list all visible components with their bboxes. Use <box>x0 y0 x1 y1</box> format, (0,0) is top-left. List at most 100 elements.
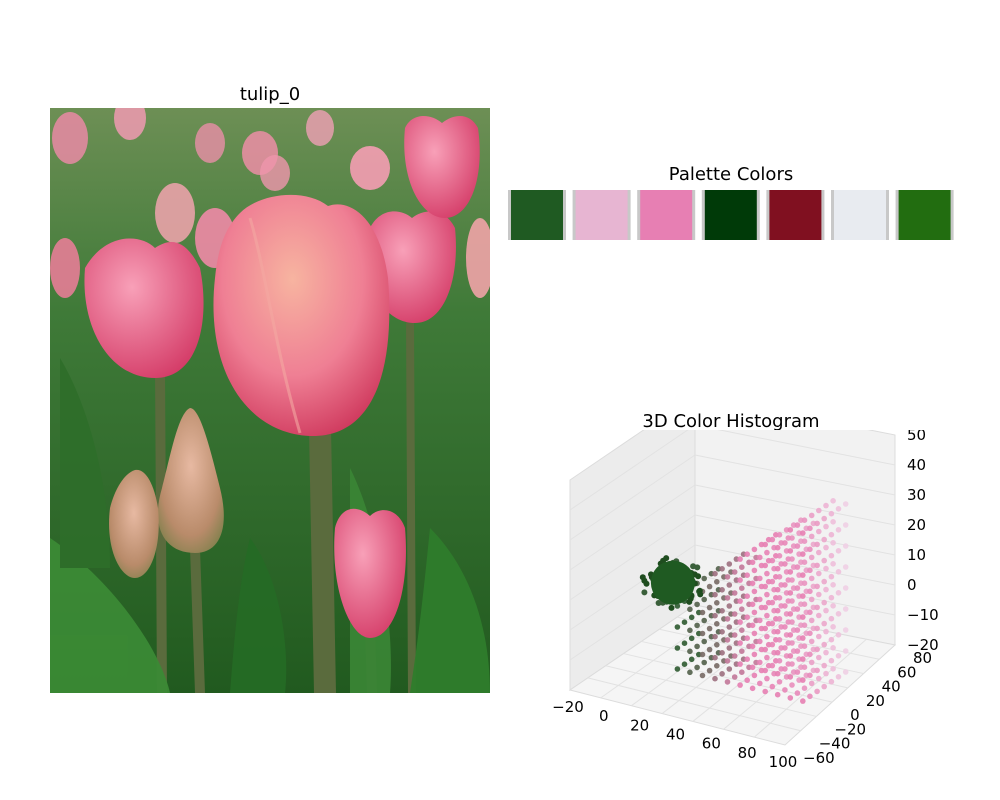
point <box>800 551 806 557</box>
point <box>770 642 776 648</box>
point <box>686 599 692 605</box>
point <box>744 572 750 578</box>
point <box>744 635 750 641</box>
point <box>830 540 836 546</box>
palette-swatch <box>705 190 757 240</box>
point <box>694 665 700 671</box>
point <box>789 661 795 667</box>
point <box>802 538 808 544</box>
point <box>727 666 733 672</box>
point <box>814 605 820 611</box>
point <box>757 555 763 561</box>
point <box>830 498 836 504</box>
point <box>737 640 743 646</box>
point <box>663 555 669 561</box>
point <box>814 521 820 527</box>
point <box>732 590 738 596</box>
point <box>719 587 725 593</box>
point <box>719 650 725 656</box>
point <box>795 669 801 675</box>
point <box>764 676 770 682</box>
point <box>687 607 693 613</box>
point <box>719 671 725 677</box>
point <box>675 624 681 630</box>
point <box>814 584 820 590</box>
palette-swatch <box>834 190 886 240</box>
z-tick-label: 0 <box>907 576 917 594</box>
point <box>714 579 720 585</box>
palette-swatch <box>769 190 821 240</box>
point <box>843 606 849 612</box>
point <box>809 555 815 561</box>
point <box>712 613 718 619</box>
point <box>843 522 849 528</box>
point <box>764 571 770 577</box>
point <box>802 643 808 649</box>
point <box>737 556 743 562</box>
point <box>739 606 745 612</box>
point <box>809 534 815 540</box>
point <box>816 613 822 619</box>
point <box>836 590 842 596</box>
point <box>788 590 794 596</box>
point <box>802 580 808 586</box>
point <box>770 663 776 669</box>
point <box>782 561 788 567</box>
point <box>800 698 806 704</box>
point <box>830 666 836 672</box>
point <box>782 687 788 693</box>
point <box>762 626 768 632</box>
point <box>739 564 745 570</box>
point <box>829 532 835 538</box>
point <box>757 660 763 666</box>
point <box>816 571 822 577</box>
x-tick-label: 20 <box>630 716 649 734</box>
point <box>744 677 750 683</box>
point <box>744 551 750 557</box>
point <box>732 569 738 575</box>
point <box>821 579 827 585</box>
point <box>788 548 794 554</box>
point <box>777 679 783 685</box>
point <box>727 582 733 588</box>
point <box>800 677 806 683</box>
point <box>732 611 738 617</box>
point <box>843 627 849 633</box>
point <box>701 597 707 603</box>
point <box>836 632 842 638</box>
point <box>762 563 768 569</box>
point <box>836 653 842 659</box>
point <box>802 622 808 628</box>
point <box>737 682 743 688</box>
point <box>800 635 806 641</box>
point <box>750 665 756 671</box>
point <box>788 695 794 701</box>
point <box>843 543 849 549</box>
point <box>829 637 835 643</box>
point <box>777 658 783 664</box>
point <box>821 516 827 522</box>
point <box>727 603 733 609</box>
point <box>800 656 806 662</box>
point <box>770 684 776 690</box>
point <box>762 542 768 548</box>
point <box>795 648 801 654</box>
point <box>788 674 794 680</box>
point <box>802 517 808 523</box>
point <box>732 632 738 638</box>
point <box>707 626 713 632</box>
point <box>823 566 829 572</box>
point <box>821 642 827 648</box>
point <box>795 543 801 549</box>
point <box>762 647 768 653</box>
point <box>752 547 758 553</box>
z-tick-label: −10 <box>907 606 939 624</box>
point <box>802 559 808 565</box>
point <box>752 652 758 658</box>
point <box>752 589 758 595</box>
point <box>830 645 836 651</box>
point <box>727 561 733 567</box>
point <box>752 631 758 637</box>
point <box>737 577 743 583</box>
point <box>777 595 783 601</box>
